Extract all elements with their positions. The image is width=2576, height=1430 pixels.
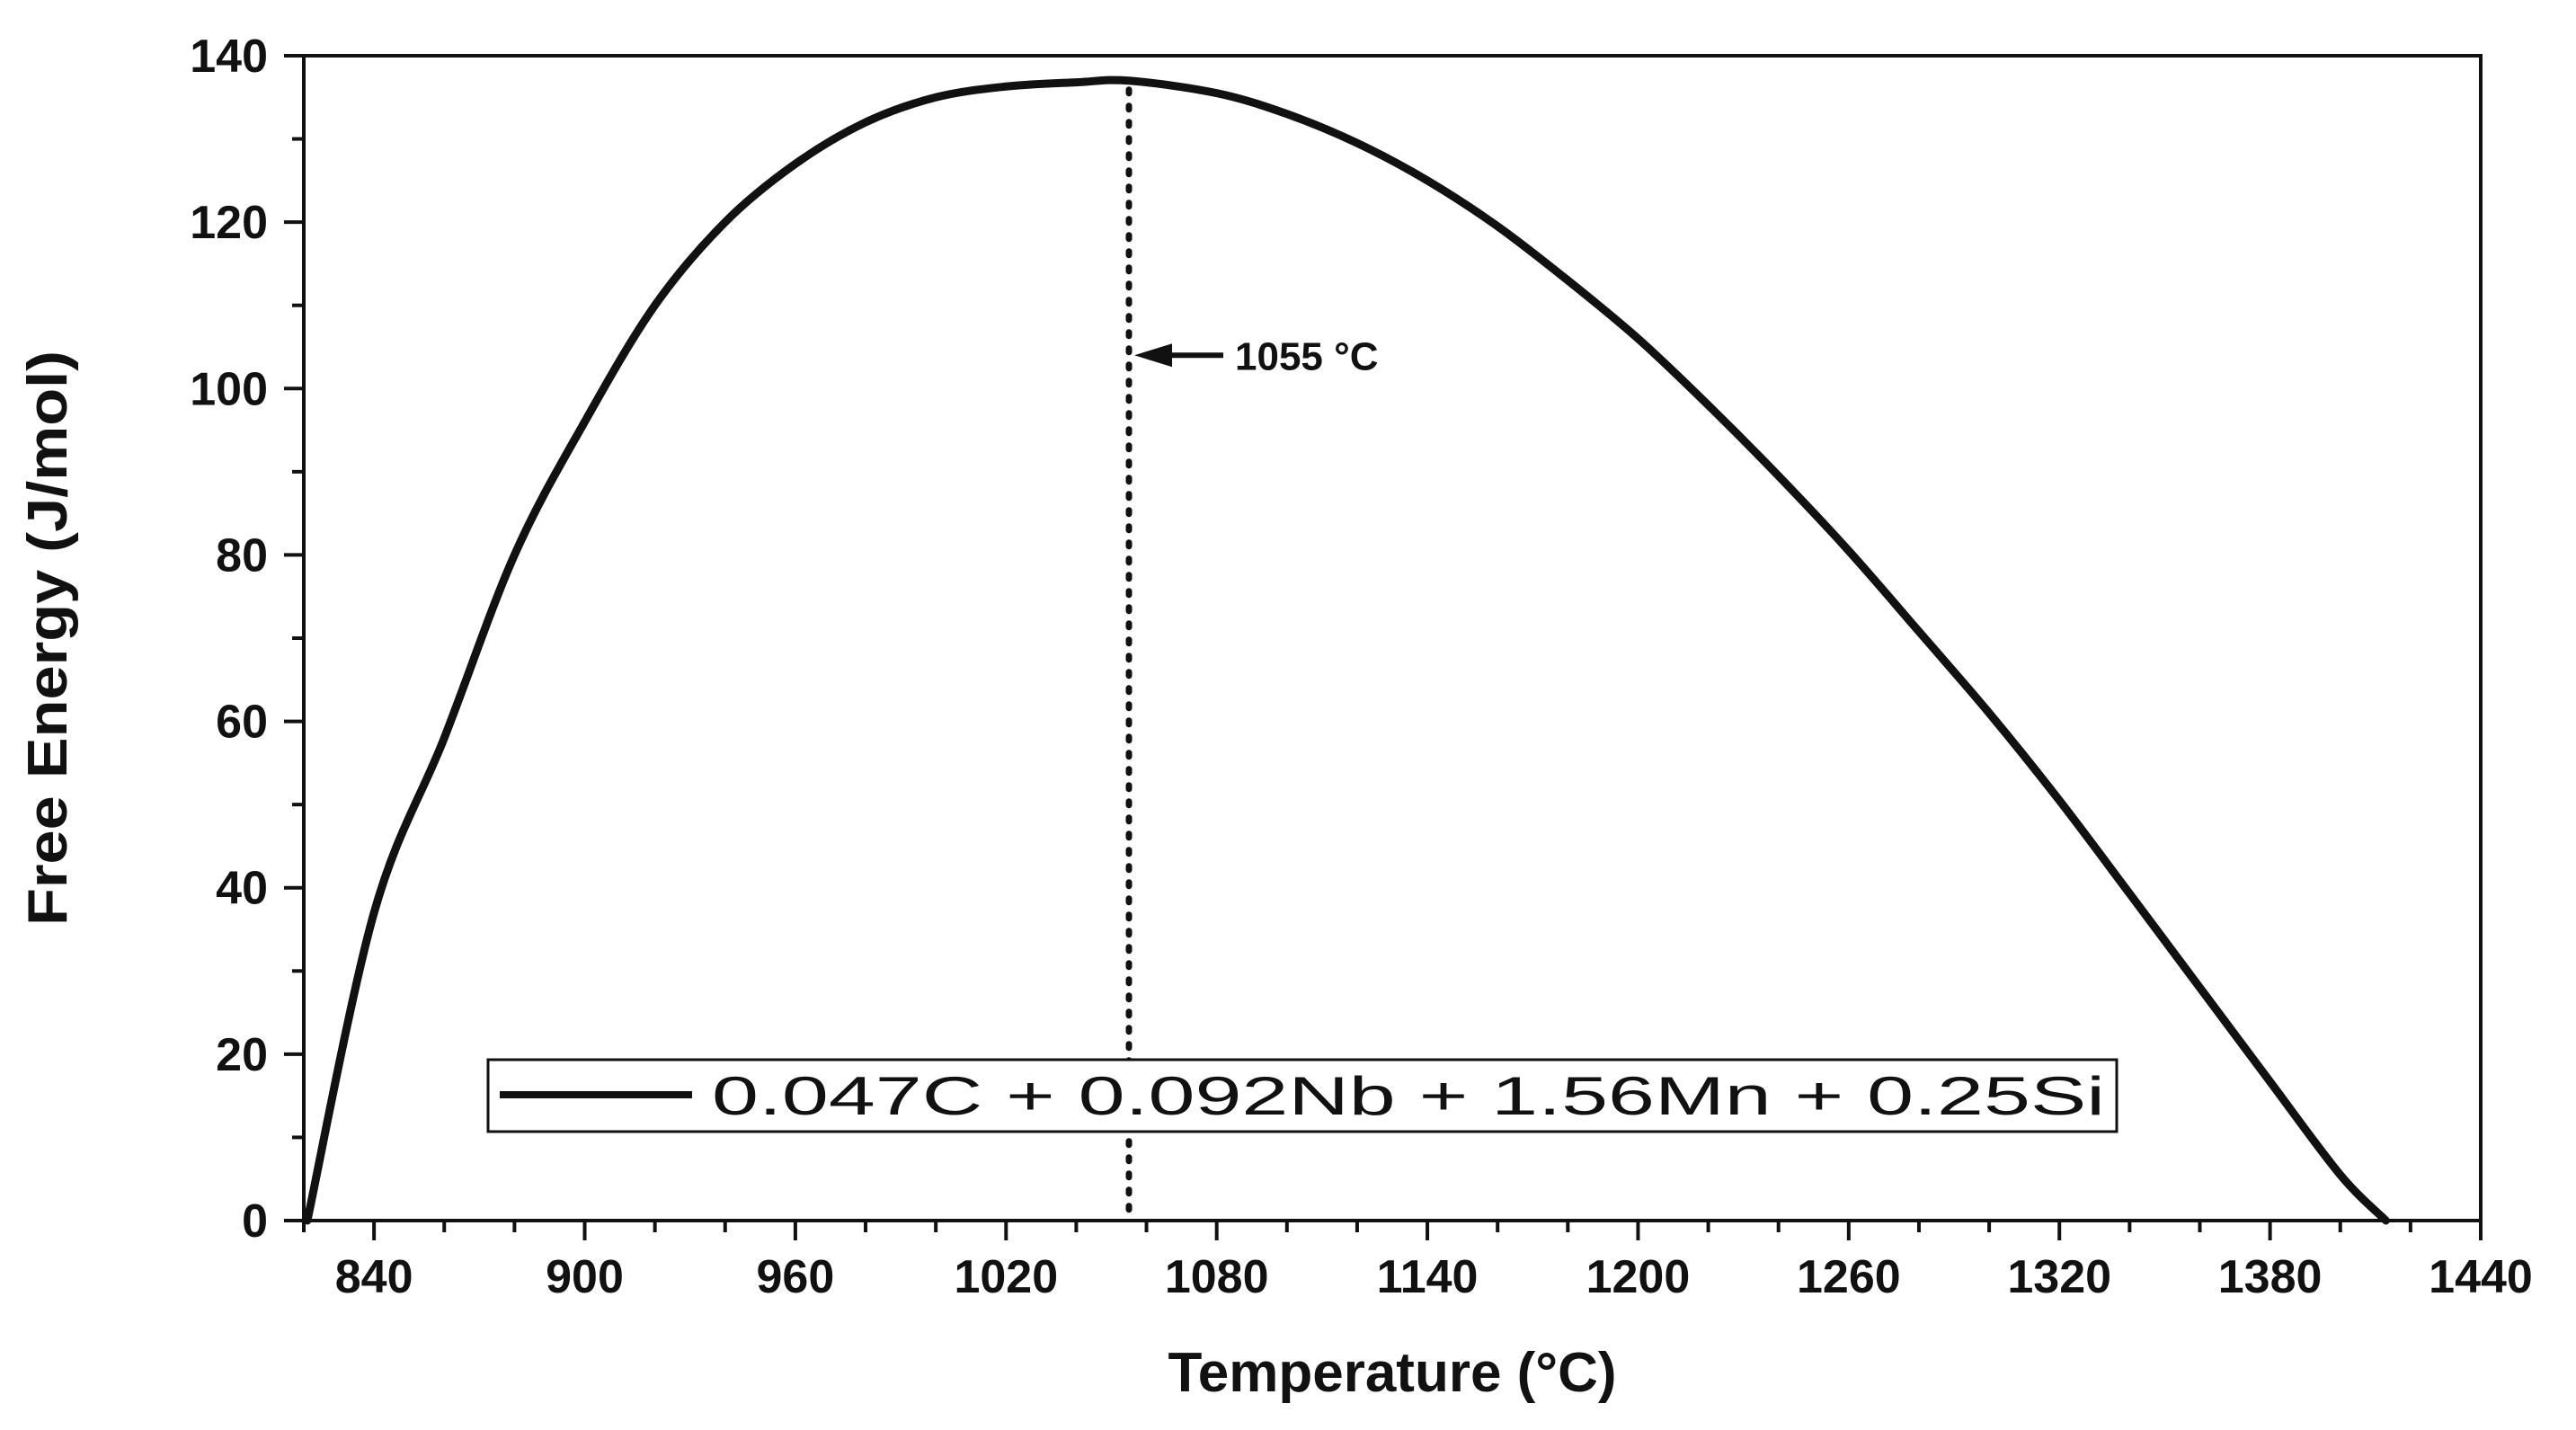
plot-frame: [302, 54, 2483, 1222]
y-tick-label: 0: [242, 1195, 268, 1248]
x-tick-label: 1320: [2007, 1251, 2111, 1303]
y-tick-label: 80: [216, 529, 268, 582]
annotation-layer: 1055 °C: [1134, 334, 1379, 378]
x-tick-label: 1140: [1377, 1251, 1479, 1303]
legend: 0.047C + 0.092Nb + 1.56Mn + 0.25Si: [486, 1058, 2119, 1133]
legend-series-label: 0.047C + 0.092Nb + 1.56Mn + 0.25Si: [712, 1066, 2105, 1126]
y-axis-title: Free Energy (J/mol): [17, 351, 79, 926]
annotation-1055-label: 1055 °C: [1235, 334, 1378, 378]
y-tick-label: 120: [190, 197, 268, 249]
y-tick-label: 60: [216, 697, 268, 749]
plot-border: [302, 54, 2483, 1222]
y-tick-label: 140: [190, 31, 268, 83]
annotation-arrow-head: [1134, 343, 1173, 368]
y-axis: 0 20 40 60 80 100 120 140: [190, 31, 304, 1248]
x-tick-label: 960: [757, 1251, 835, 1303]
x-tick-label: 1440: [2429, 1251, 2533, 1303]
y-tick-label: 100: [190, 363, 268, 415]
x-tick-label: 1020: [954, 1251, 1058, 1303]
x-tick-label: 1380: [2218, 1251, 2323, 1303]
series-line-0: [303, 75, 2391, 1225]
x-tick-label: 900: [546, 1251, 624, 1303]
x-axis: 840 900 960 1020 1080 1140 1200 1260 1320 1380 144…: [302, 1221, 2533, 1303]
x-tick-label: 1200: [1586, 1251, 1691, 1303]
x-tick-label: 1080: [1165, 1251, 1269, 1303]
series-layer: [303, 75, 2391, 1225]
y-tick-label: 40: [216, 863, 268, 915]
legend-box: [486, 1058, 2119, 1133]
y-tick-label: 20: [216, 1029, 268, 1081]
x-axis-title: Temperature (°C): [1168, 1342, 1616, 1404]
x-tick-label: 840: [335, 1251, 413, 1303]
x-tick-label: 1260: [1797, 1251, 1901, 1303]
